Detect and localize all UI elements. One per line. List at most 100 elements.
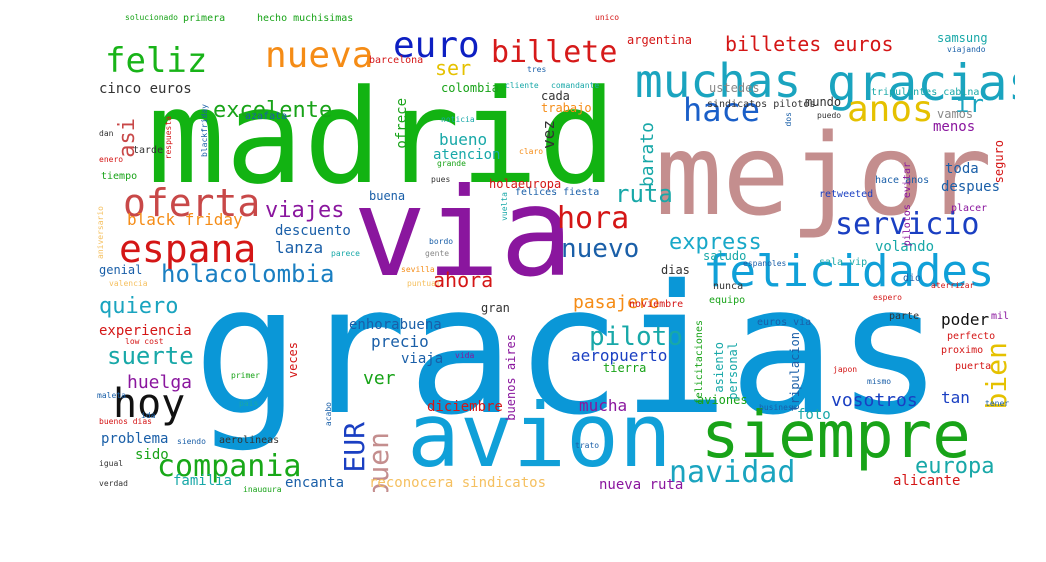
word-equipo: equipo — [709, 295, 746, 306]
word-mundo: mundo — [805, 95, 842, 109]
word-cloud: gracias madrid mejor via avion siempre m… — [95, 12, 1015, 492]
word-pues: pues — [431, 175, 451, 184]
word-viaja: viaja — [401, 351, 444, 367]
word-bueno: bueno — [439, 130, 488, 149]
word-black-friday: black friday — [127, 210, 243, 229]
word-piloto: piloto — [589, 322, 683, 352]
word-noviembre: noviembre — [629, 299, 684, 310]
word-gracias-mid: gracias — [827, 54, 1015, 112]
word-mejor: mejor — [655, 111, 993, 241]
word-nueva-ruta: nueva ruta — [599, 477, 684, 492]
word-tan: tan — [941, 388, 970, 407]
word-navidad: navidad — [669, 455, 796, 490]
word-descuento: descuento — [275, 223, 351, 239]
word-hora: hora — [557, 201, 630, 236]
word-sevilla: sevilla — [401, 265, 435, 274]
word-tierra: tierra — [603, 361, 647, 375]
word-tarde: tarde — [133, 145, 164, 156]
word-express: express — [669, 230, 762, 255]
word-dio: dio — [903, 273, 922, 284]
word-ahora: ahora — [433, 268, 494, 292]
word-volando: volando — [875, 239, 935, 255]
word-ustedes: ustedes — [709, 81, 760, 95]
word-inaugura: inaugura — [243, 485, 282, 493]
word-seguro: seguro — [992, 140, 1006, 184]
word-barcelona: barcelona — [369, 55, 424, 66]
word-foto: foto — [797, 407, 831, 423]
word-servicio: servicio — [835, 207, 980, 242]
word-aviones: aviones — [697, 393, 748, 407]
word-nueva: nueva — [265, 35, 374, 76]
word-acabo: acabo — [324, 402, 333, 427]
word-tres: tres — [527, 65, 547, 74]
word-parece: parece — [331, 249, 360, 258]
word-vuelta: vuelta — [500, 192, 509, 221]
word-retweeted: retweeted — [819, 189, 874, 200]
word-enero: enero — [99, 155, 124, 164]
word-bordo: bordo — [429, 237, 454, 246]
word-trato: trato — [575, 441, 600, 450]
word-vosotros: vosotros — [831, 390, 918, 411]
word-hecho-muchisimas: hecho muchisimas — [257, 13, 354, 24]
word-claro: claro — [519, 147, 544, 156]
word-holaeuropa: holaeuropa — [489, 177, 562, 191]
word-siempre: siempre — [701, 399, 971, 473]
word-ruta: ruta — [615, 180, 673, 208]
word-gracias-big: gracias — [193, 247, 944, 454]
word-low-cost: low cost — [125, 337, 164, 346]
word-familia: familia — [173, 473, 233, 489]
word-aterrizar: aterrizar — [931, 281, 975, 290]
word-pais: pais — [239, 399, 259, 408]
word-tripulantes-cabina: tripulantes cabina — [871, 87, 980, 98]
word-ida: ida — [141, 411, 156, 420]
word-viajando: viajando — [947, 45, 986, 54]
word-buena: buena — [369, 189, 406, 203]
word-suerte: suerte — [107, 342, 194, 370]
word-euro: euro — [393, 25, 480, 66]
word-muchas: muchas — [635, 54, 802, 108]
word-unico: unico — [595, 13, 620, 22]
word-proximo: proximo — [941, 345, 984, 356]
word-compania: compania — [157, 449, 302, 484]
word-mismo: mismo — [867, 377, 892, 386]
word-europa: europa — [915, 454, 995, 479]
word-argentina: argentina — [627, 33, 693, 47]
word-perfecto: perfecto — [947, 331, 996, 342]
word-grande: grande — [437, 159, 466, 168]
word-aniversario: aniversario — [96, 206, 105, 259]
word-igual: igual — [99, 459, 124, 468]
word-encanta: encanta — [285, 475, 345, 491]
word-via: via — [353, 162, 574, 304]
word-hoy: hoy — [113, 381, 186, 427]
word-veces: veces — [286, 342, 300, 379]
word-precio: precio — [371, 332, 429, 351]
word-placer: placer — [951, 203, 988, 214]
word-cliente: cliente — [505, 81, 539, 90]
word-holacolombia: holacolombia — [161, 260, 335, 288]
word-despues: despues — [941, 179, 1001, 195]
word-sala-vip: sala vip — [819, 257, 868, 268]
word-espana: espana — [119, 227, 257, 271]
word-felicidades: felicidades — [703, 246, 995, 297]
word-puerta: puerta — [955, 361, 992, 372]
word-siendo: siendo — [177, 437, 206, 446]
word-japon: japon — [833, 365, 858, 374]
word-personal: personal — [726, 342, 740, 400]
word-mucha: mucha — [579, 396, 628, 415]
word-sido: sido — [135, 447, 169, 463]
word-excelente: excelente — [213, 98, 333, 123]
word-billete: billete — [491, 35, 618, 70]
word-euros-via: euros via — [757, 317, 812, 328]
word-dan: dan — [99, 129, 114, 138]
word-ir: ir — [955, 90, 984, 118]
word-primer: primer — [231, 371, 260, 380]
word-reconocera-sindicatos: reconocera sindicatos — [369, 475, 547, 491]
word-pilotos-evitar: pilotos evitar — [902, 162, 913, 247]
word-oferta: oferta — [123, 181, 261, 225]
word-puntual: puntual — [407, 279, 441, 288]
word-ofrece: ofrece — [394, 98, 410, 149]
word-cinco-euros: cinco euros — [99, 81, 192, 97]
word-respuesta: respuesta — [164, 116, 173, 160]
word-anos: anos — [847, 89, 934, 130]
word-comandante: comandante — [551, 81, 600, 90]
